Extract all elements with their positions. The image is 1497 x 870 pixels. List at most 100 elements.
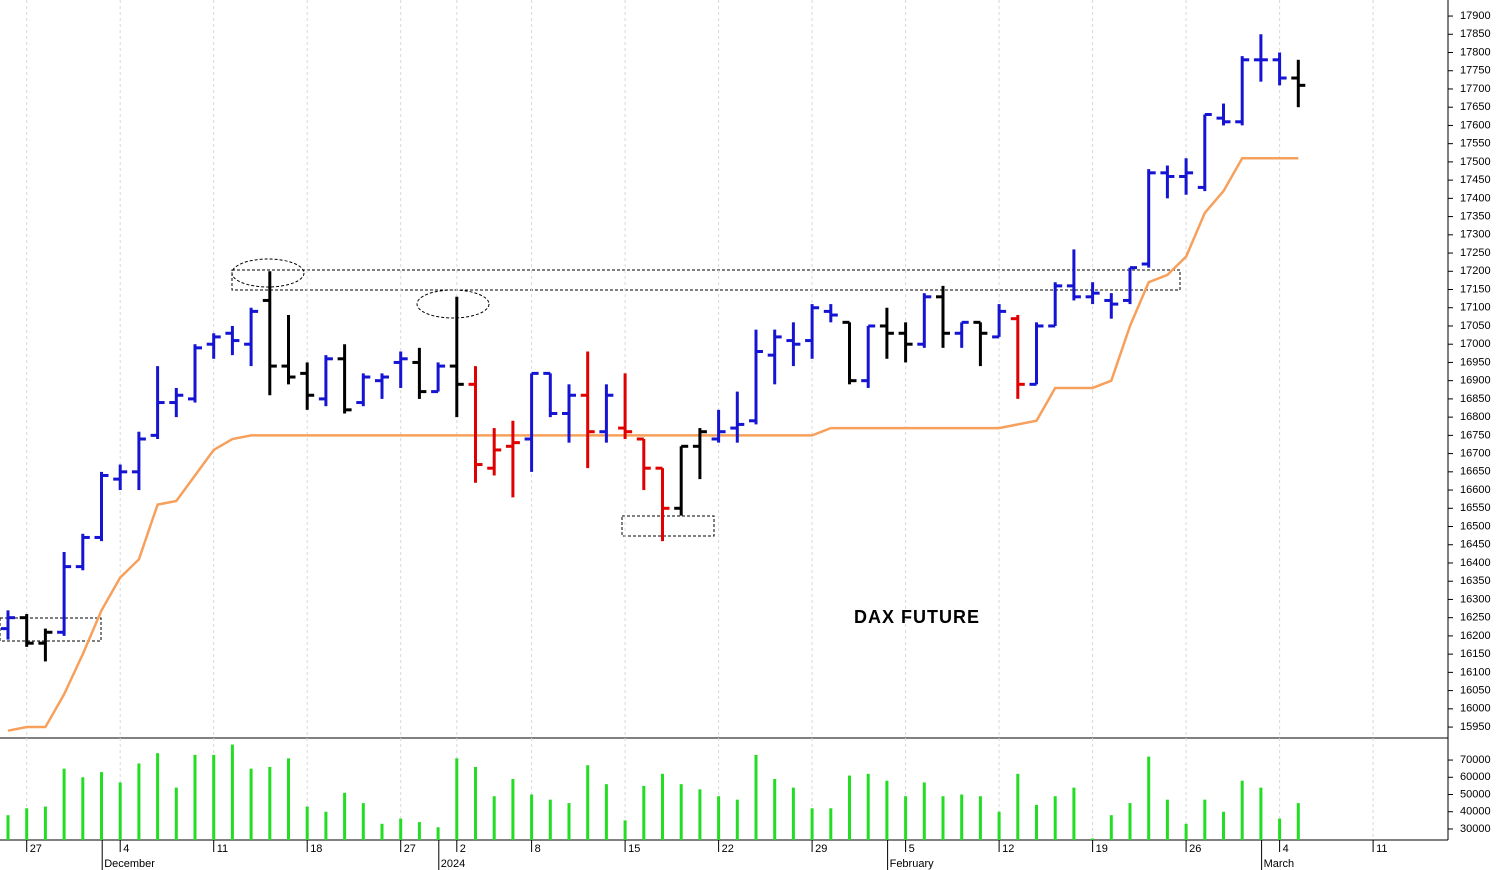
- volume-bar: [137, 763, 141, 840]
- y-tick-label: 16900: [1460, 375, 1491, 387]
- month-label: February: [890, 858, 935, 870]
- volume-bar: [1278, 818, 1282, 840]
- annotation-box: [0, 617, 102, 642]
- volume-bar: [118, 782, 122, 840]
- x-tick-label: 18: [310, 843, 322, 855]
- annotation-box: [621, 515, 715, 537]
- volume-bar: [735, 799, 739, 840]
- y-tick-label: 16300: [1460, 593, 1491, 605]
- chart-title: DAX FUTURE: [854, 607, 980, 627]
- volume-bar: [1240, 780, 1244, 840]
- volume-bar: [530, 794, 534, 840]
- volume-bar: [1035, 804, 1038, 840]
- x-tick-label: 5: [909, 843, 915, 855]
- volume-y-tick-label: 30000: [1460, 823, 1491, 835]
- volume-bar: [773, 779, 777, 840]
- y-tick-label: 17350: [1460, 210, 1491, 222]
- y-tick-label: 17100: [1460, 302, 1491, 314]
- x-tick-label: 8: [535, 843, 541, 855]
- y-tick-label: 16450: [1460, 539, 1491, 551]
- volume-bar: [455, 758, 459, 840]
- stop-line: [7, 156, 1299, 732]
- volume-bar: [81, 777, 85, 840]
- y-tick-label: 16950: [1460, 356, 1491, 368]
- y-tick-label: 17250: [1460, 247, 1491, 259]
- volume-bar: [904, 796, 908, 840]
- y-tick-label: 17550: [1460, 138, 1491, 150]
- y-tick-label: 16750: [1460, 429, 1491, 441]
- volume-bar: [1165, 799, 1169, 840]
- x-tick-label: 27: [30, 843, 42, 855]
- volume-y-tick-label: 50000: [1460, 788, 1491, 800]
- volume-bar: [679, 784, 683, 840]
- x-tick-label: 15: [628, 843, 640, 855]
- y-tick-label: 17150: [1460, 283, 1491, 295]
- y-tick-label: 17650: [1460, 101, 1491, 113]
- y-tick-label: 16550: [1460, 502, 1491, 514]
- volume-bar: [417, 822, 421, 840]
- volume-bar: [492, 796, 496, 840]
- x-tick-label: 29: [815, 843, 827, 855]
- volume-bar: [100, 772, 103, 840]
- y-tick-label: 17450: [1460, 174, 1491, 186]
- volume-bar: [399, 818, 403, 840]
- volume-bar: [1109, 815, 1113, 840]
- volume-bar: [1147, 756, 1151, 840]
- y-tick-label: 17300: [1460, 229, 1491, 241]
- y-tick-label: 16600: [1460, 484, 1491, 496]
- volume-bar: [230, 744, 234, 840]
- x-tick-label: 19: [1096, 843, 1108, 855]
- volume-bar: [810, 808, 814, 840]
- volume-bar: [1222, 811, 1225, 840]
- volume-bar: [922, 782, 926, 840]
- volume-bar: [848, 775, 851, 840]
- volume-bar: [1128, 803, 1132, 840]
- y-tick-label: 16700: [1460, 447, 1491, 459]
- y-tick-label: 16500: [1460, 520, 1491, 532]
- volume-bar: [343, 792, 347, 840]
- y-tick-label: 16050: [1460, 685, 1491, 697]
- y-tick-label: 17500: [1460, 156, 1491, 168]
- month-label: 2024: [441, 858, 465, 870]
- y-tick-label: 17750: [1460, 65, 1491, 77]
- volume-bar: [866, 773, 870, 840]
- volume-bar: [305, 806, 309, 840]
- annotation-ellipse: [231, 258, 305, 288]
- volume-bar: [43, 806, 47, 840]
- volume-bar: [567, 803, 571, 840]
- volume-bar: [1203, 799, 1207, 840]
- volume-bar: [474, 766, 477, 840]
- volume-bar: [885, 780, 889, 840]
- y-tick-label: 17200: [1460, 265, 1491, 277]
- volume-bar: [287, 758, 290, 840]
- y-tick-label: 16250: [1460, 612, 1491, 624]
- volume-bar: [361, 803, 365, 840]
- x-tick-label: 2: [460, 843, 466, 855]
- volume-bar: [62, 768, 66, 840]
- volume-y-tick-label: 40000: [1460, 806, 1491, 818]
- y-tick-label: 17800: [1460, 46, 1491, 58]
- annotation-box: [231, 269, 1181, 291]
- y-tick-label: 16100: [1460, 666, 1491, 678]
- volume-bar: [717, 796, 721, 840]
- y-tick-label: 17900: [1460, 10, 1491, 22]
- y-tick-label: 16200: [1460, 630, 1491, 642]
- volume-bar: [1184, 823, 1188, 840]
- volume-bar: [324, 811, 328, 840]
- x-tick-label: 26: [1189, 843, 1201, 855]
- volume-bar: [791, 787, 795, 840]
- y-tick-label: 17050: [1460, 320, 1491, 332]
- volume-bar: [1016, 773, 1020, 840]
- volume-bar: [960, 794, 964, 840]
- volume-bar: [268, 766, 272, 840]
- y-tick-label: 17600: [1460, 119, 1491, 131]
- volume-bar: [661, 773, 664, 840]
- volume-bar: [1072, 787, 1076, 840]
- volume-bar: [698, 789, 702, 840]
- volume-bar: [25, 808, 29, 840]
- x-tick-label: 4: [1283, 843, 1289, 855]
- month-label: March: [1264, 858, 1295, 870]
- volume-bar: [1053, 796, 1057, 840]
